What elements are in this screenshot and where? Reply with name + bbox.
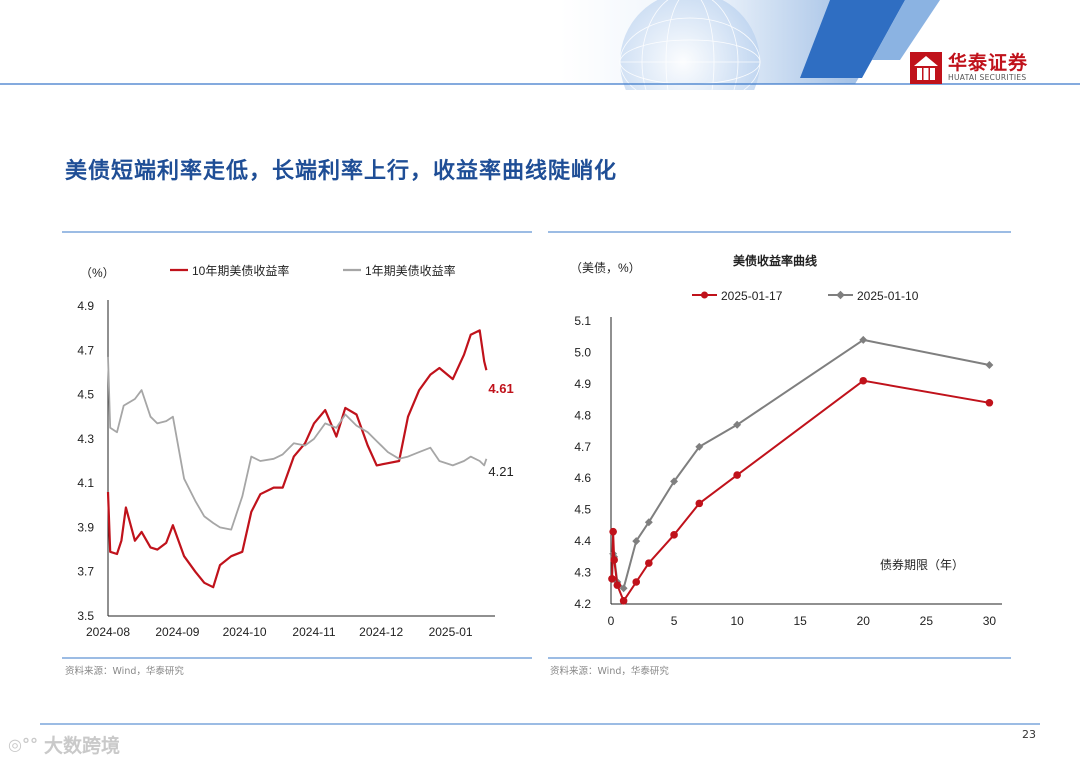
left-y-tick-label: 4.1 bbox=[77, 476, 94, 490]
curve-point-0117 bbox=[670, 531, 678, 539]
huatai-logo-icon bbox=[910, 52, 942, 84]
right-x-tick-label: 20 bbox=[857, 614, 871, 628]
left-chart: （%） 10年期美债收益率 1年期美债收益率 4.9 4.7 4.5 4.3 4.1 3.… bbox=[62, 231, 532, 659]
logo-english: HUATAI SECURITIES bbox=[948, 73, 1027, 82]
curve-point-0117 bbox=[985, 398, 994, 407]
footer-divider bbox=[40, 723, 1040, 725]
curve-point-0110 bbox=[733, 420, 742, 429]
legend-label-0117: 2025-01-17 bbox=[721, 289, 783, 303]
legend-label-0110: 2025-01-10 bbox=[857, 289, 919, 303]
right-legend: 2025-01-17 2025-01-10 bbox=[692, 289, 919, 303]
right-x-axis-label: 债券期限（年） bbox=[880, 557, 964, 572]
legend-marker-0110 bbox=[836, 290, 845, 300]
end-label-10y: 4.61 bbox=[488, 381, 513, 396]
left-x-tick-label: 2025-01 bbox=[429, 625, 473, 639]
curve-point-0117 bbox=[733, 471, 741, 479]
right-y-tick-label: 4.7 bbox=[574, 440, 591, 454]
curve-point-0110 bbox=[695, 442, 704, 451]
left-x-tick-label: 2024-08 bbox=[86, 625, 130, 639]
right-y-tick-label: 5.0 bbox=[574, 345, 591, 359]
left-source-note: 资料来源：Wind，华泰研究 bbox=[65, 666, 184, 677]
legend-label-1y: 1年期美债收益率 bbox=[365, 263, 456, 278]
left-x-tick-label: 2024-09 bbox=[155, 625, 199, 639]
right-unit-label: （美债，%） bbox=[570, 261, 641, 275]
curve-point-0117 bbox=[619, 597, 628, 605]
left-y-tick-label: 3.5 bbox=[77, 609, 94, 623]
curve-point-0110 bbox=[632, 537, 641, 546]
watermark-text: 大数跨境 bbox=[43, 735, 120, 757]
logo-chinese: 华泰证券 bbox=[948, 52, 1029, 74]
left-x-tick-label: 2024-12 bbox=[359, 625, 403, 639]
right-y-tick-label: 4.3 bbox=[574, 566, 591, 580]
legend-label-10y: 10年期美债收益率 bbox=[192, 263, 289, 278]
left-y-tick-label: 3.9 bbox=[77, 520, 94, 534]
left-y-tick-label: 4.7 bbox=[77, 343, 94, 357]
curve-line-0110 bbox=[611, 338, 990, 590]
left-y-tick-label: 3.7 bbox=[77, 565, 94, 579]
series-line-10y bbox=[106, 329, 488, 589]
right-y-tick-label: 4.9 bbox=[574, 377, 591, 391]
right-chart: 美债收益率曲线 （美债，%） 2025-01-17 2025-01-10 债券期… bbox=[548, 231, 1011, 659]
right-source-note: 资料来源：Wind，华泰研究 bbox=[550, 666, 669, 677]
curve-point-0117 bbox=[632, 578, 641, 586]
curve-point-0110 bbox=[985, 361, 994, 369]
right-x-tick-label: 30 bbox=[983, 614, 997, 628]
curve-point-0117 bbox=[608, 575, 616, 583]
series-line-1y bbox=[107, 356, 488, 531]
right-x-tick-label: 5 bbox=[671, 614, 678, 628]
curve-point-0117 bbox=[859, 376, 868, 385]
left-y-tick-label: 4.3 bbox=[77, 432, 94, 446]
curve-point-0117 bbox=[610, 556, 618, 564]
right-y-tick-label: 4.2 bbox=[574, 597, 591, 611]
left-unit-label: （%） bbox=[80, 266, 115, 280]
right-x-tick-label: 15 bbox=[794, 614, 808, 628]
curve-point-0117 bbox=[645, 559, 653, 567]
right-y-tick-label: 5.1 bbox=[574, 314, 591, 328]
page-number: 23 bbox=[1022, 728, 1036, 741]
left-x-tick-label: 2024-10 bbox=[223, 625, 267, 639]
right-x-tick-label: 25 bbox=[920, 614, 934, 628]
right-chart-title: 美债收益率曲线 bbox=[733, 253, 817, 268]
company-logo: 华泰证券 HUATAI SECURITIES bbox=[910, 52, 1028, 84]
right-y-tick-label: 4.8 bbox=[574, 408, 591, 422]
watermark: ◎°° 大数跨境 bbox=[8, 731, 120, 758]
curve-point-0117 bbox=[609, 527, 617, 536]
right-y-tick-label: 4.4 bbox=[574, 534, 591, 548]
left-y-tick-label: 4.9 bbox=[77, 299, 94, 313]
end-label-1y: 4.21 bbox=[488, 464, 513, 479]
left-x-tick-label: 2024-11 bbox=[292, 625, 335, 639]
curve-point-0117 bbox=[613, 581, 622, 589]
right-y-tick-label: 4.6 bbox=[574, 471, 591, 485]
page-title: 美债短端利率走低，长端利率上行，收益率曲线陡峭化 bbox=[65, 159, 618, 184]
left-y-tick-label: 4.5 bbox=[77, 388, 94, 402]
curve-point-0117 bbox=[695, 499, 704, 508]
right-x-tick-label: 10 bbox=[730, 614, 744, 628]
curve-point-0110 bbox=[619, 584, 628, 593]
header-banner bbox=[0, 0, 1080, 90]
watermark-logo-icon: ◎°° bbox=[8, 735, 38, 754]
right-x-tick-label: 0 bbox=[608, 614, 615, 628]
left-legend: 10年期美债收益率 1年期美债收益率 bbox=[170, 263, 456, 278]
curve-line-0117 bbox=[611, 379, 990, 602]
legend-marker-0117 bbox=[701, 291, 708, 299]
right-y-tick-label: 4.5 bbox=[574, 503, 591, 517]
